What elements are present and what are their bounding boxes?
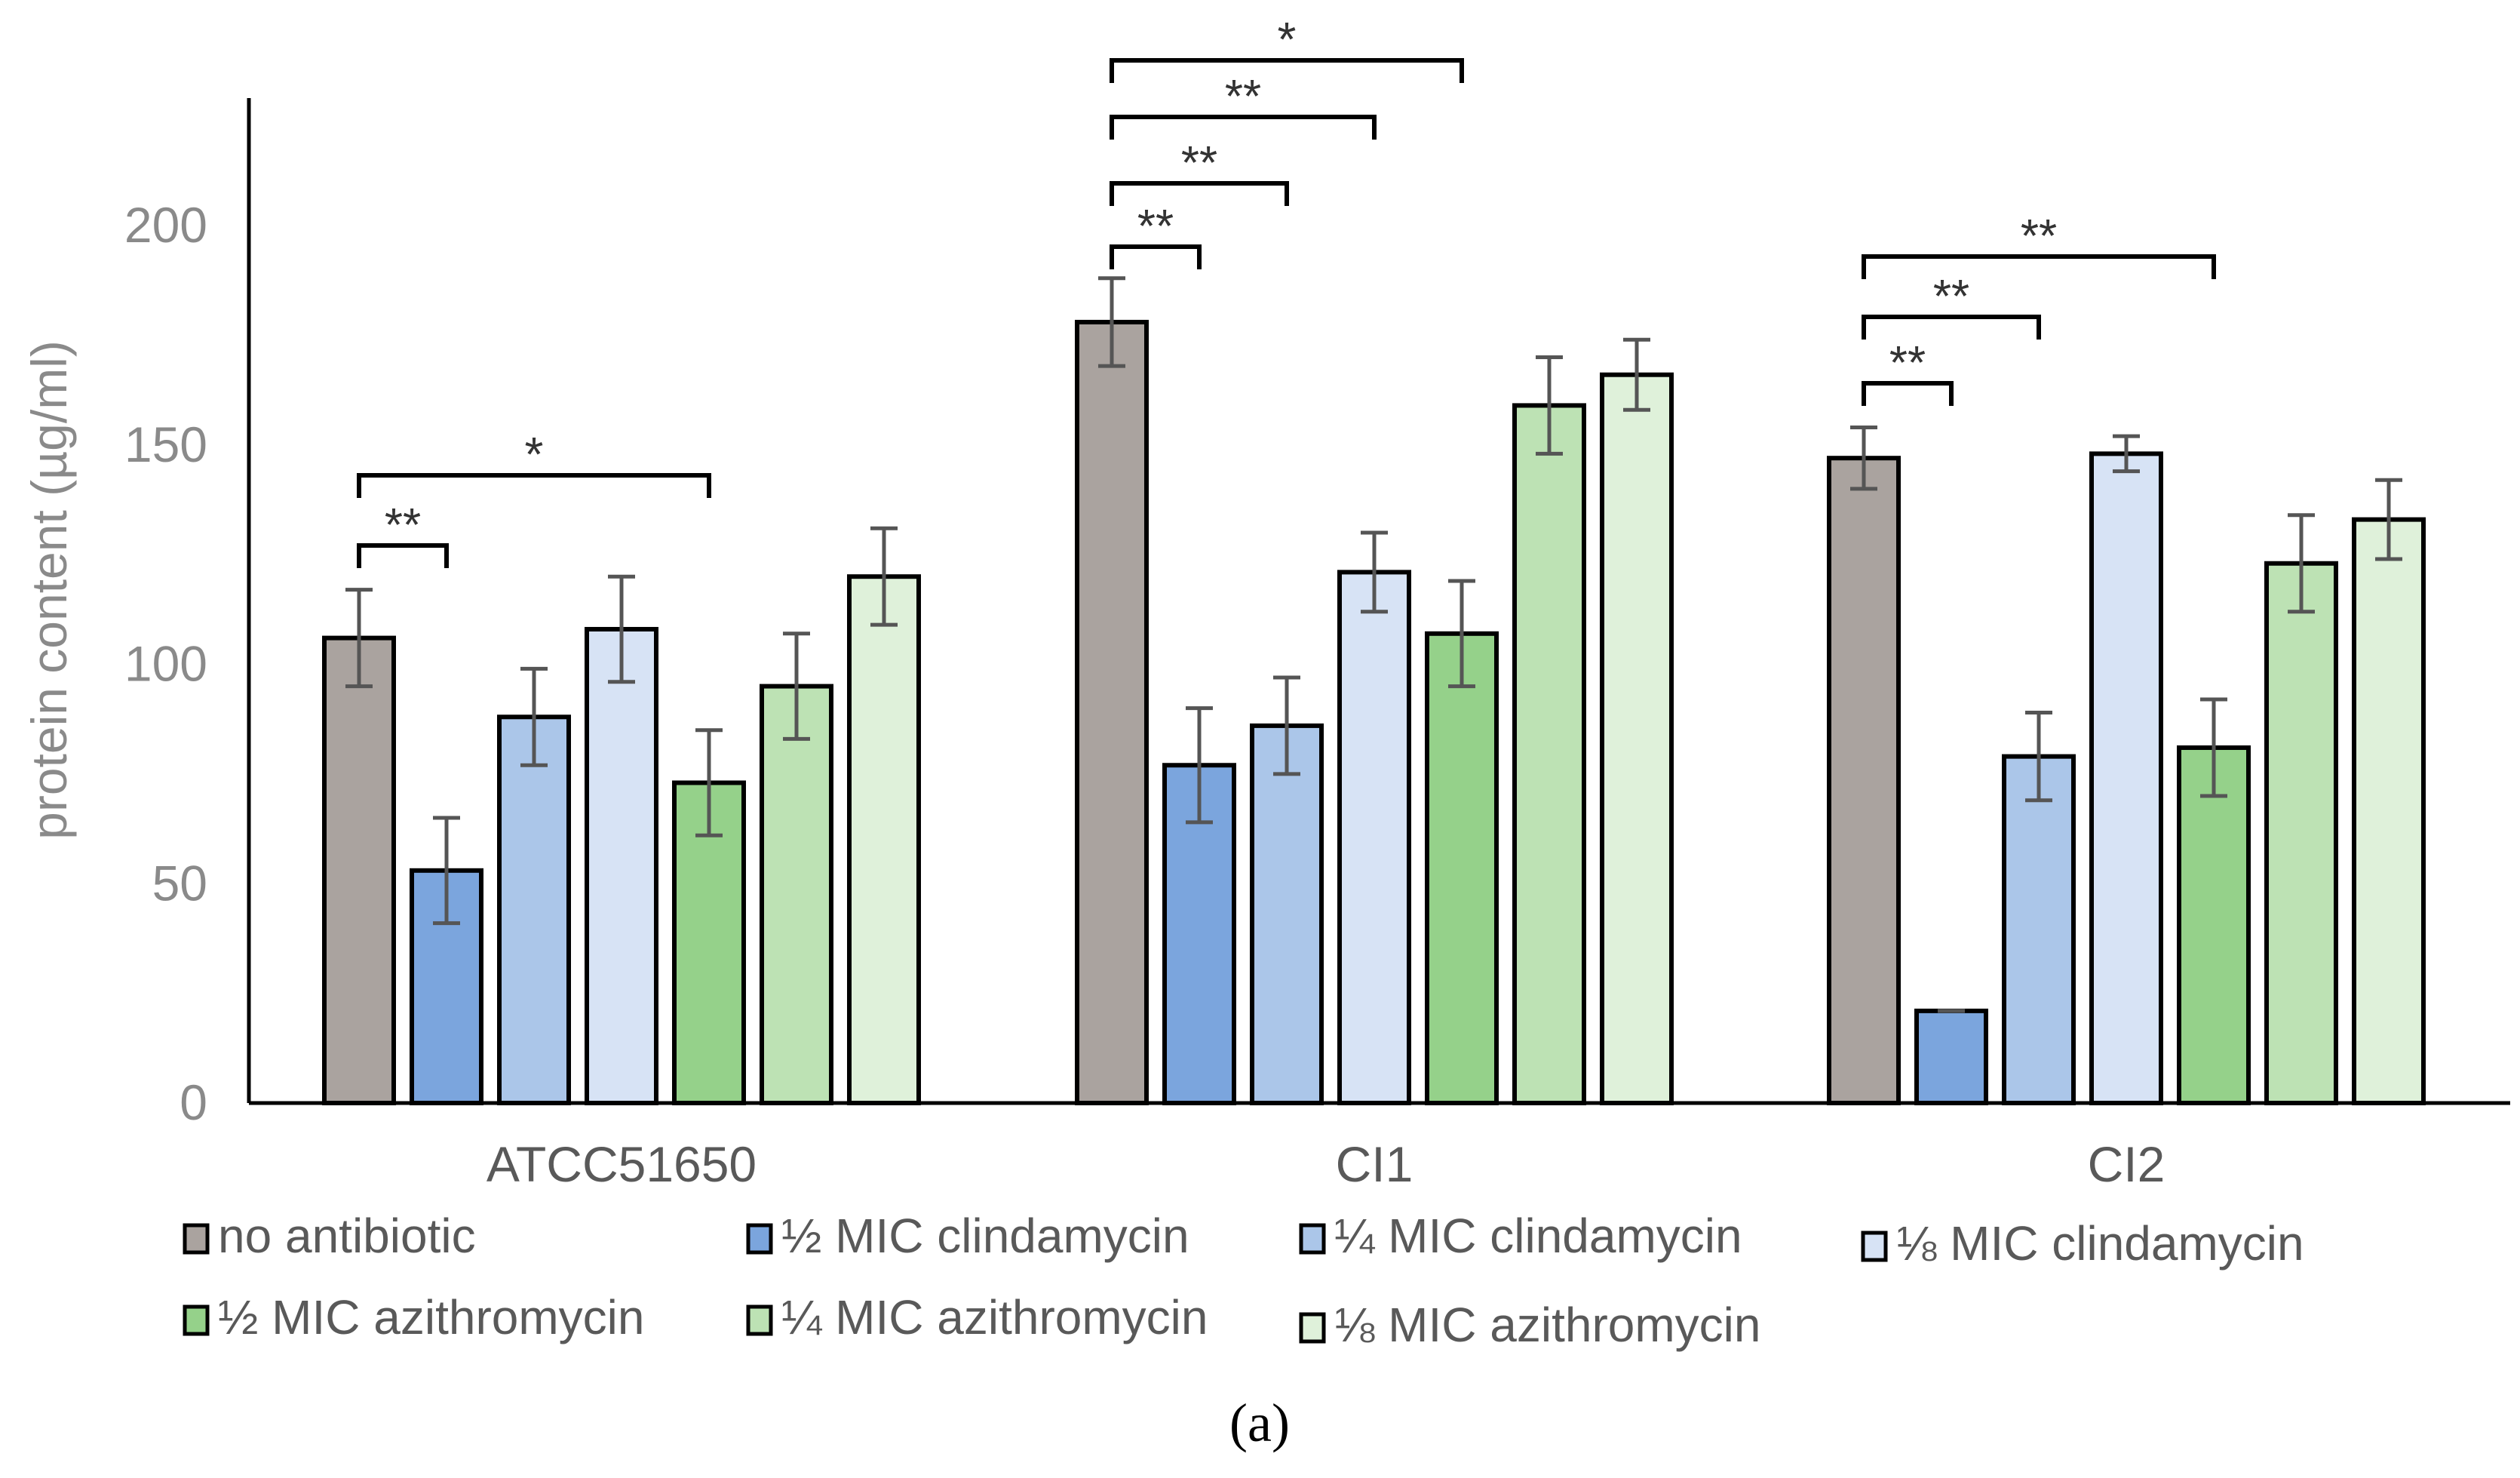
significance-bracket xyxy=(357,543,449,568)
significance-bracket xyxy=(1110,181,1289,206)
y-tick-label: 100 xyxy=(124,636,207,692)
legend-swatch xyxy=(746,1223,773,1255)
legend-swatch xyxy=(183,1304,210,1336)
significance-label: ** xyxy=(1137,201,1174,253)
legend-swatch xyxy=(183,1223,210,1255)
bar xyxy=(497,714,571,1106)
legend-label: ½ MIC azithromycin xyxy=(218,1290,644,1344)
bar xyxy=(1827,456,1901,1105)
significance-label: ** xyxy=(2021,210,2057,263)
bar xyxy=(585,626,658,1105)
bar xyxy=(1425,631,1499,1105)
figure-caption: (a) xyxy=(1229,1393,1290,1453)
y-tick-label: 200 xyxy=(124,197,207,253)
significance-bracket xyxy=(1862,381,1954,406)
bar xyxy=(2177,745,2251,1105)
significance-label: ** xyxy=(1889,337,1926,389)
significance-label: ** xyxy=(1225,71,1261,123)
bar xyxy=(1337,570,1411,1105)
y-axis-title: protein content (µg/ml) xyxy=(21,340,77,840)
significance-label: * xyxy=(525,427,544,481)
bar xyxy=(2264,561,2338,1105)
legend-label: ½ MIC clindamycin xyxy=(781,1209,1189,1263)
significance-bracket xyxy=(1862,315,2041,340)
bars xyxy=(322,276,2426,1106)
bar xyxy=(1075,319,1149,1105)
legend-swatch xyxy=(1861,1231,1888,1262)
legend-label: ⅛ MIC clindamycin xyxy=(1896,1216,2304,1271)
legend: no antibiotic ½ MIC clindamycin ¼ MIC clin… xyxy=(183,1209,2304,1352)
significance-bracket xyxy=(1110,244,1202,269)
significance-label: * xyxy=(1278,12,1297,66)
legend-swatch xyxy=(1299,1223,1326,1255)
significance-annotations: **************** xyxy=(357,12,2216,568)
bar xyxy=(2352,517,2426,1105)
x-tick-label: CI2 xyxy=(2088,1136,2165,1192)
significance-bracket xyxy=(1862,254,2216,279)
x-tick-label: CI1 xyxy=(1336,1136,1413,1192)
significance-label: ** xyxy=(1181,137,1217,189)
bar xyxy=(760,684,833,1105)
significance-bracket xyxy=(1110,58,1464,83)
bar xyxy=(1512,403,1586,1105)
significance-label: ** xyxy=(385,499,421,552)
bar xyxy=(1250,723,1324,1105)
bar xyxy=(322,635,396,1105)
bar xyxy=(2089,451,2163,1105)
legend-label: ¼ MIC clindamycin xyxy=(1334,1209,1742,1263)
bar xyxy=(672,780,746,1105)
legend-label: ⅛ MIC azithromycin xyxy=(1334,1298,1760,1352)
y-tick-label: 50 xyxy=(152,855,207,911)
significance-bracket xyxy=(357,473,711,498)
legend-label: ¼ MIC azithromycin xyxy=(781,1290,1208,1344)
legend-swatch xyxy=(746,1304,773,1336)
legend-label: no antibiotic xyxy=(218,1209,476,1263)
legend-swatch xyxy=(1299,1312,1326,1344)
bar xyxy=(1600,372,1674,1105)
x-tick-label: ATCC51650 xyxy=(487,1136,757,1192)
bar xyxy=(847,574,921,1105)
axes: 0 50 100 150 200 ATCC51650 CI1 CI2 xyxy=(124,98,2510,1192)
y-tick-label: 0 xyxy=(180,1074,207,1130)
bar xyxy=(1914,1008,1988,1106)
bar xyxy=(2002,754,2076,1105)
significance-bracket xyxy=(1110,115,1377,140)
significance-label: ** xyxy=(1933,271,1969,323)
y-tick-label: 150 xyxy=(124,416,207,472)
